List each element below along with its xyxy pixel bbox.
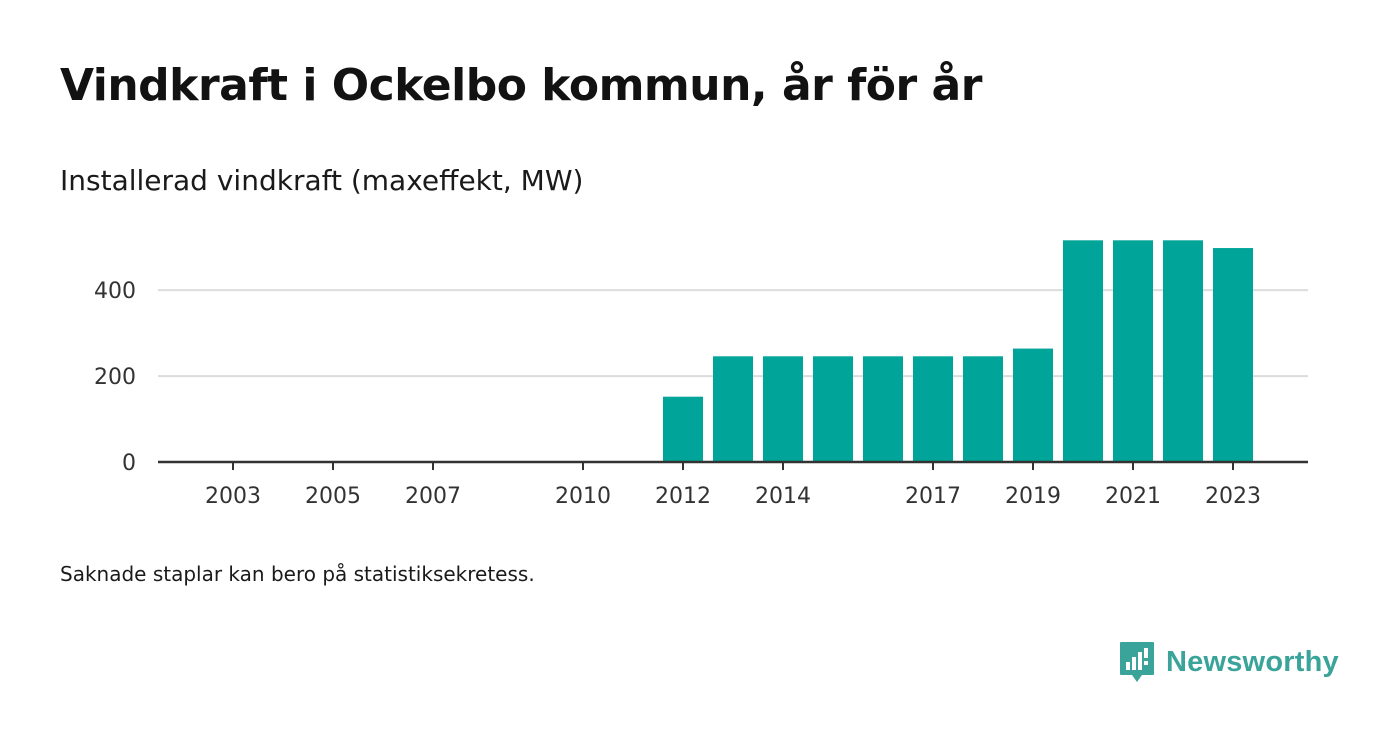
bar-chart-speech-bubble-icon: [1120, 642, 1154, 682]
x-tick-label: 2005: [305, 484, 361, 509]
bar-2022: [1163, 240, 1203, 462]
bar-chart: 0 200 400 2003 2005 2007 2010 2012 2014 2017 2019…: [94, 240, 1308, 509]
bar-2021: [1113, 240, 1153, 462]
x-tick-label: 2023: [1205, 484, 1261, 509]
bar-2014: [763, 356, 803, 462]
y-tick-label: 200: [94, 365, 136, 390]
x-tick-labels: 2003 2005 2007 2010 2012 2014 2017 2019 2021 2023: [205, 484, 1261, 509]
bars: [663, 240, 1253, 462]
bar-2017: [913, 356, 953, 462]
brand-name: Newsworthy: [1166, 645, 1339, 678]
x-tick-label: 2019: [1005, 484, 1061, 509]
x-tick-label: 2003: [205, 484, 261, 509]
x-axis: [158, 460, 1308, 470]
x-tick-label: 2010: [555, 484, 611, 509]
x-tick-label: 2017: [905, 484, 961, 509]
y-tick-label: 400: [94, 279, 136, 304]
bar-2020: [1063, 240, 1103, 462]
bar-2019: [1013, 348, 1053, 462]
x-tick-label: 2012: [655, 484, 711, 509]
bar-2012: [663, 396, 703, 462]
y-tick-label: 0: [122, 451, 136, 476]
y-tick-labels: 0 200 400: [94, 279, 136, 476]
bar-2018: [963, 356, 1003, 462]
bar-2013: [713, 356, 753, 462]
x-tick-label: 2007: [405, 484, 461, 509]
x-tick-label: 2021: [1105, 484, 1161, 509]
x-tick-label: 2014: [755, 484, 811, 509]
bar-2016: [863, 356, 903, 462]
chart-subtitle: Installerad vindkraft (maxeffekt, MW): [60, 164, 584, 197]
footnote: Saknade staplar kan bero på statistiksek…: [60, 562, 535, 586]
brand-logo: Newsworthy: [1118, 640, 1339, 684]
bar-2015: [813, 356, 853, 462]
chart-title: Vindkraft i Ockelbo kommun, år för år: [60, 60, 982, 111]
bar-2023: [1213, 248, 1253, 462]
